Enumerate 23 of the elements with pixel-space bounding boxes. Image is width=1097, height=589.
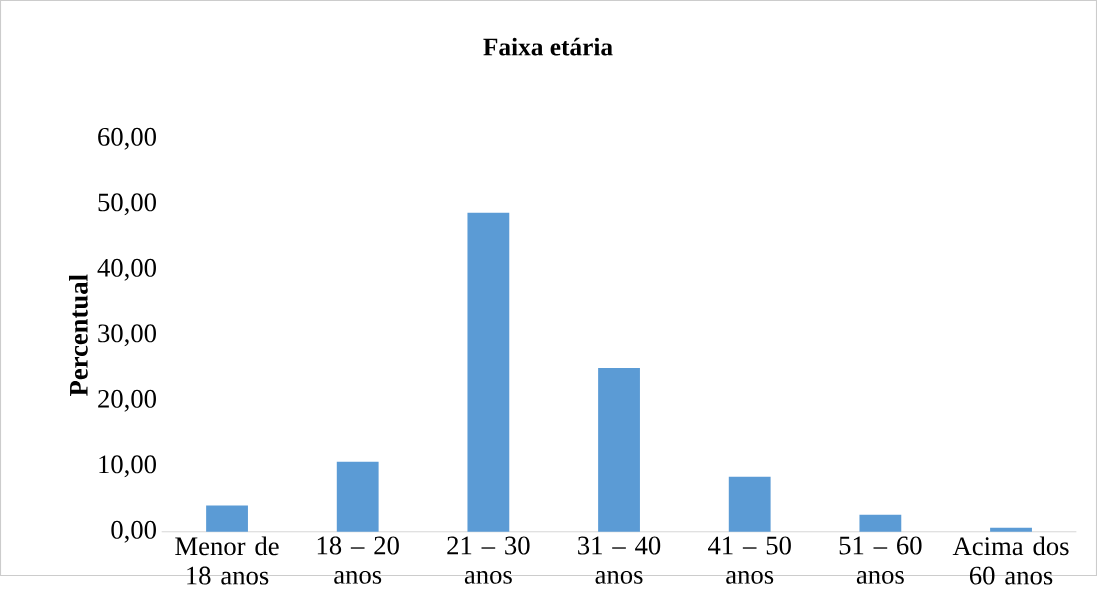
y-axis-title: Percentual xyxy=(69,274,88,397)
x-tick-label: 51 – 60 anos xyxy=(839,536,922,584)
y-tick-label: 10,00 xyxy=(99,455,156,478)
x-tick-label: 41 – 50 anos xyxy=(708,536,791,584)
x-tick-label: Menor de 18 anos xyxy=(175,536,279,585)
bar xyxy=(336,461,379,532)
y-tick-label: 50,00 xyxy=(98,193,156,216)
bar xyxy=(990,527,1032,532)
bar xyxy=(859,514,902,532)
bar xyxy=(467,212,510,532)
y-tick-label: 0,00 xyxy=(111,520,156,543)
bar xyxy=(598,368,640,532)
y-tick-label: 30,00 xyxy=(98,324,156,347)
y-tick-label: 20,00 xyxy=(98,389,156,412)
chart-title: Faixa etária xyxy=(483,37,613,56)
x-tick-label: 21 – 30 anos xyxy=(447,536,530,584)
x-tick-label: 31 – 40 anos xyxy=(578,536,661,584)
x-tick-label: 18 – 20 anos xyxy=(317,536,399,584)
bar xyxy=(728,476,771,532)
y-tick-label: 40,00 xyxy=(97,258,156,281)
x-tick-label: Acima dos 60 anos xyxy=(952,536,1069,585)
bar xyxy=(206,505,248,532)
y-tick-label: 60,00 xyxy=(98,127,156,150)
